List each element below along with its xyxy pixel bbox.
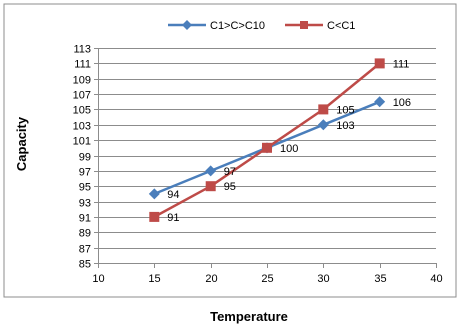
y-tick-label: 97 [79, 167, 91, 179]
x-tick-label: 20 [205, 273, 217, 285]
y-tick-label: 91 [79, 213, 91, 225]
data-label-series-2: 95 [224, 181, 236, 193]
gridlines [98, 48, 436, 264]
y-axis-ticks: 85 87 89 91 93 95 97 99 101 103 105 107 109 111 113 [73, 44, 98, 271]
chart-frame [3, 3, 457, 298]
data-label-series-1: 103 [336, 120, 354, 132]
x-tick-label: 10 [92, 273, 104, 285]
y-tick-label: 111 [74, 59, 91, 71]
data-labels: 94 97 100 103 106 91 95 105 111 [167, 58, 411, 224]
y-tick-label: 85 [79, 259, 91, 271]
legend-item-series-2: C<C1 [285, 20, 355, 32]
data-point-series-1 [205, 165, 217, 177]
legend-label-series-1: C1>C>C10 [210, 20, 265, 32]
y-tick-label: 109 [73, 75, 91, 87]
y-tick-label: 87 [79, 244, 91, 256]
y-tick-label: 101 [73, 136, 91, 148]
x-axis-ticks: 10 15 20 25 30 35 40 [92, 263, 443, 285]
y-tick-label: 93 [79, 198, 91, 210]
y-tick-label: 103 [73, 121, 91, 133]
y-tick-label: 105 [73, 105, 91, 117]
data-label-series-2: 91 [167, 212, 179, 224]
data-point-series-1 [148, 188, 160, 200]
data-label-series-1: 100 [280, 143, 298, 155]
y-tick-label: 113 [73, 44, 91, 56]
data-label-series-2: 111 [393, 58, 410, 70]
data-point-series-2 [262, 142, 272, 153]
legend-item-series-1: C1>C>C10 [168, 20, 265, 32]
data-label-series-2: 105 [336, 104, 354, 116]
data-label-series-1: 97 [224, 166, 236, 178]
y-tick-label: 99 [79, 152, 91, 164]
data-label-series-1: 94 [167, 189, 179, 201]
x-tick-label: 15 [148, 273, 160, 285]
data-point-series-1 [374, 96, 386, 108]
legend-marker-series-1 [182, 20, 192, 30]
x-tick-label: 40 [430, 273, 442, 285]
data-point-series-2 [374, 58, 385, 69]
series [148, 58, 386, 222]
data-label-series-1: 106 [393, 97, 411, 109]
x-axis-title: Temperature [210, 309, 288, 324]
data-point-series-2 [205, 181, 216, 192]
y-tick-label: 95 [79, 182, 91, 194]
legend-label-series-2: C<C1 [327, 20, 355, 32]
x-tick-label: 35 [374, 273, 386, 285]
legend: C1>C>C10 C<C1 [168, 20, 355, 32]
y-tick-label: 107 [73, 90, 91, 102]
data-point-series-2 [318, 104, 329, 115]
y-tick-label: 89 [79, 228, 91, 240]
data-point-series-2 [149, 211, 160, 222]
y-axis-title: Capacity [14, 116, 29, 171]
x-tick-label: 25 [261, 273, 273, 285]
data-point-series-1 [317, 119, 329, 131]
x-tick-label: 30 [317, 273, 329, 285]
legend-marker-series-2 [300, 21, 308, 29]
